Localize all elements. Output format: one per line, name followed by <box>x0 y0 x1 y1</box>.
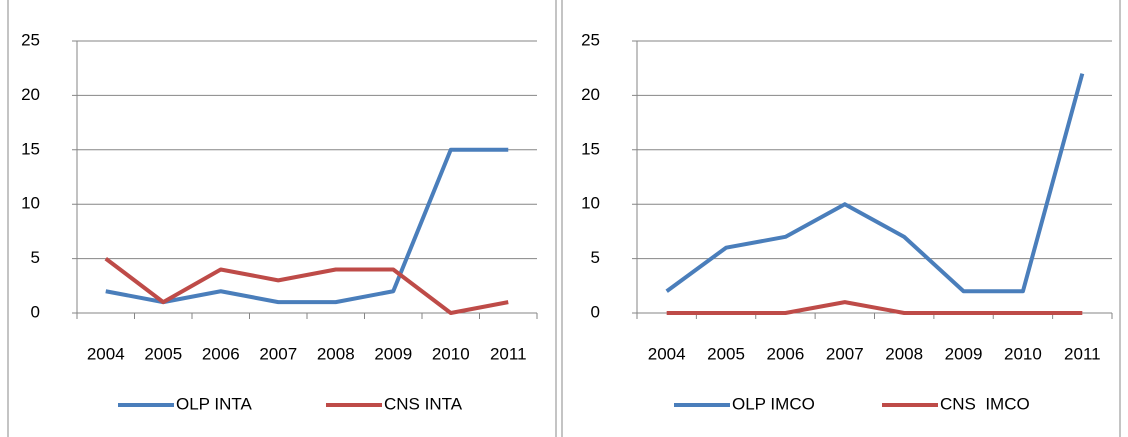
y-tick-label: 25 <box>581 30 600 49</box>
x-tick-label: 2007 <box>259 344 297 363</box>
panel-border <box>561 0 1121 437</box>
legend-label: CNS IMCO <box>940 394 1030 413</box>
y-tick-label: 20 <box>581 85 600 104</box>
legend-label: OLP INTA <box>176 394 253 413</box>
x-tick-label: 2010 <box>432 344 470 363</box>
x-tick-label: 2009 <box>945 344 983 363</box>
x-tick-label: 2004 <box>87 344 125 363</box>
y-tick-label: 10 <box>21 194 40 213</box>
y-tick-label: 5 <box>591 248 600 267</box>
y-tick-label: 15 <box>21 139 40 158</box>
legend-label: OLP IMCO <box>732 394 815 413</box>
x-tick-label: 2011 <box>490 344 527 363</box>
x-tick-label: 2006 <box>767 344 805 363</box>
y-tick-label: 5 <box>31 248 40 267</box>
x-tick-label: 2009 <box>374 344 412 363</box>
y-tick-label: 10 <box>581 194 600 213</box>
x-tick-label: 2007 <box>826 344 864 363</box>
series-line <box>666 300 1083 315</box>
x-tick-label: 2010 <box>1004 344 1042 363</box>
series-line <box>104 257 509 315</box>
series-line <box>105 147 509 305</box>
x-tick-label: 2006 <box>202 344 240 363</box>
x-tick-label: 2005 <box>707 344 745 363</box>
x-tick-label: 2005 <box>144 344 182 363</box>
x-tick-label: 2004 <box>648 344 686 363</box>
y-tick-label: 0 <box>591 302 600 321</box>
series-line <box>665 73 1085 294</box>
legend-label: CNS INTA <box>384 394 463 413</box>
panel-border <box>7 0 557 437</box>
x-tick-label: 2011 <box>1064 344 1101 363</box>
x-tick-label: 2008 <box>885 344 923 363</box>
y-tick-label: 15 <box>581 139 600 158</box>
y-tick-label: 20 <box>21 85 40 104</box>
x-tick-label: 2008 <box>317 344 355 363</box>
y-tick-label: 25 <box>21 30 40 49</box>
y-tick-label: 0 <box>31 302 40 321</box>
